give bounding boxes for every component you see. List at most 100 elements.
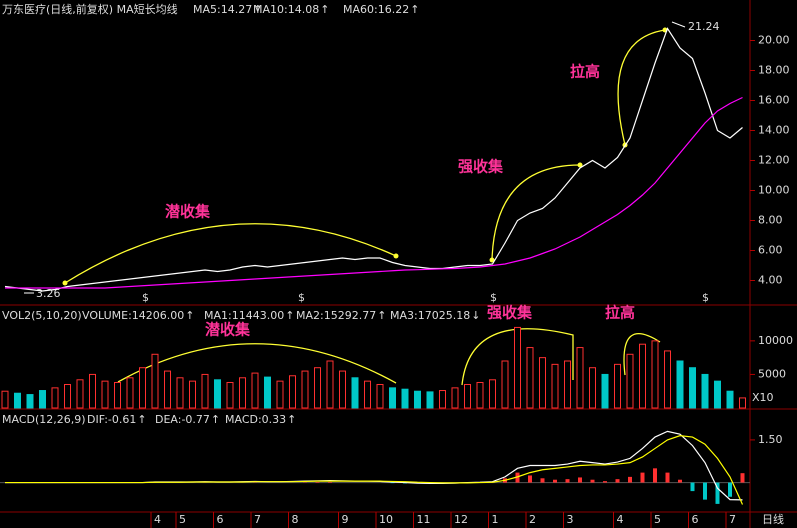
arc-dot [62, 280, 68, 286]
x-axis-note: 日线 [762, 512, 784, 526]
header-item: DEA:-0.77 [155, 413, 210, 426]
volume-bar [139, 367, 146, 409]
volume-bar [514, 326, 521, 409]
annotation: 强收集 [458, 158, 504, 176]
y-tick-label: 4.00 [758, 274, 783, 287]
volume-bar [176, 377, 184, 409]
header-item: VOL2(5,10,20) [2, 309, 82, 322]
chart-title: 万东医疗(日线,前复权) MA短长均线 [2, 2, 178, 16]
arc-dot [577, 162, 583, 168]
volume-bar [701, 373, 709, 409]
volume-bar [451, 387, 459, 409]
volume-bar [726, 390, 734, 409]
x-tick-label: 5 [179, 513, 186, 526]
volume-bar [76, 379, 84, 409]
x-tick-label: 6 [692, 513, 699, 526]
arc [461, 328, 574, 386]
x-tick-label: 4 [617, 513, 624, 526]
arc [617, 29, 666, 146]
dea-line [5, 435, 744, 505]
y-tick-label: 10.00 [758, 184, 790, 197]
macd-bar [628, 476, 632, 483]
x-tick-label: 11 [417, 513, 431, 526]
volume-bar [564, 360, 571, 409]
volume-bar [489, 379, 496, 409]
volume-bar [1, 390, 9, 409]
x-tick-label: 3 [567, 513, 574, 526]
macd-bar [740, 473, 745, 483]
macd-bar [690, 482, 695, 492]
volume-bar [189, 380, 196, 409]
price-line [4, 27, 743, 292]
volume-bar [589, 367, 596, 409]
macd-bar [603, 481, 607, 483]
signal: $ [702, 291, 709, 304]
volume-bar [89, 373, 96, 409]
volume-bar [214, 379, 221, 409]
y-tick-label: 10000 [758, 334, 793, 347]
header-arrow: ↑ [211, 413, 220, 426]
macd-bar [715, 482, 720, 504]
header-arrow: ↑ [287, 413, 296, 426]
unit-label: X10 [752, 391, 774, 404]
volume-bar [439, 390, 446, 409]
x-tick-label: 8 [292, 513, 299, 526]
macd-bar [390, 482, 395, 484]
volume-bar [551, 363, 559, 409]
x-tick-label: 9 [342, 513, 349, 526]
volume-bar [664, 350, 671, 409]
macd-bar [328, 481, 332, 483]
header-arrow: ↑ [185, 309, 194, 322]
macd-bar [678, 479, 682, 483]
header-item: MA3:17025.18 [390, 309, 470, 322]
annotation: 强收集 [487, 304, 533, 322]
header-arrow: ↑ [320, 3, 329, 16]
x-tick-label: 4 [154, 513, 161, 526]
macd-bar [653, 468, 657, 483]
volume-bar [351, 377, 359, 409]
volume-bar [526, 347, 534, 409]
volume-bar [426, 391, 434, 409]
volume-bar [239, 377, 246, 409]
volume-bar [276, 380, 284, 409]
header-arrow: ↑ [137, 413, 146, 426]
volume-bar [114, 381, 121, 409]
volume-bar [639, 343, 646, 409]
volume-bar [601, 373, 609, 409]
volume-bar [389, 387, 396, 409]
signal: $ [490, 291, 497, 304]
volume-bar [326, 360, 334, 409]
volume-bar [651, 340, 659, 409]
volume-bar [501, 360, 509, 409]
header-item: MACD:0.33 [225, 413, 286, 426]
arc-dot [489, 257, 495, 263]
y-tick-label: 20.00 [758, 34, 790, 47]
volume-bar [576, 347, 584, 409]
y-tick-label: 5000 [758, 367, 786, 380]
low-label: 3.26 [36, 287, 61, 300]
volume-bar [126, 377, 134, 409]
x-tick-label: 7 [729, 513, 736, 526]
volume-bar [64, 384, 71, 409]
y-tick-label: 14.00 [758, 124, 790, 137]
volume-bar [339, 370, 346, 409]
x-tick-label: 2 [529, 513, 536, 526]
volume-bar [676, 360, 684, 409]
header-item: DIF:-0.61 [87, 413, 136, 426]
annotation: 潜收集 [205, 321, 251, 339]
macd-bar [315, 481, 320, 483]
macd-bar [640, 472, 645, 483]
macd-bar [615, 479, 620, 483]
volume-bar [251, 372, 259, 409]
header-arrow: ↑ [377, 309, 386, 322]
arc [623, 332, 661, 376]
volume-bar [464, 384, 471, 409]
macd-bar [540, 478, 545, 483]
volume-bar [289, 375, 296, 409]
volume-bar [739, 397, 746, 409]
header-item: VOLUME:14206.00 [82, 309, 184, 322]
volume-bar [626, 353, 634, 409]
header-item: MA5:14.27 [193, 3, 252, 16]
